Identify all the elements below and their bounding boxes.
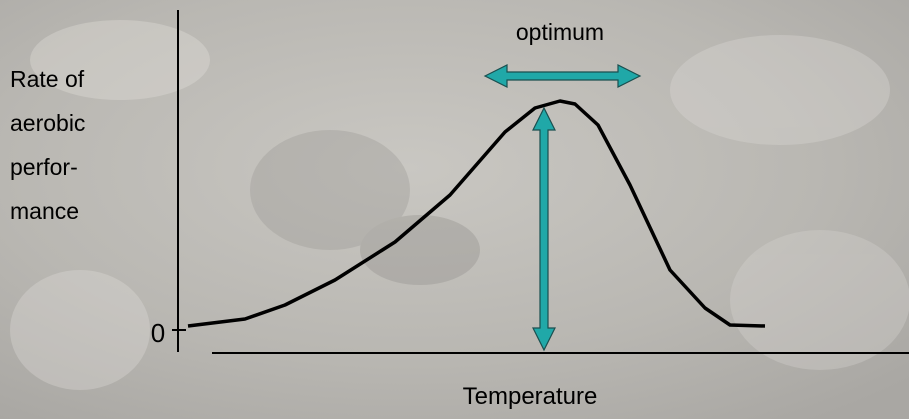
y-label-line: Rate of xyxy=(10,66,85,92)
x-label: Temperature xyxy=(463,383,598,410)
zero-label: 0 xyxy=(151,318,165,348)
y-label-line: aerobic xyxy=(10,110,85,136)
optimum-label: optimum xyxy=(516,19,604,45)
y-label-line: mance xyxy=(10,198,79,224)
diagram: Rate of aerobic perfor- mance 0 optimum … xyxy=(0,0,909,419)
y-label-line: perfor- xyxy=(10,154,78,180)
